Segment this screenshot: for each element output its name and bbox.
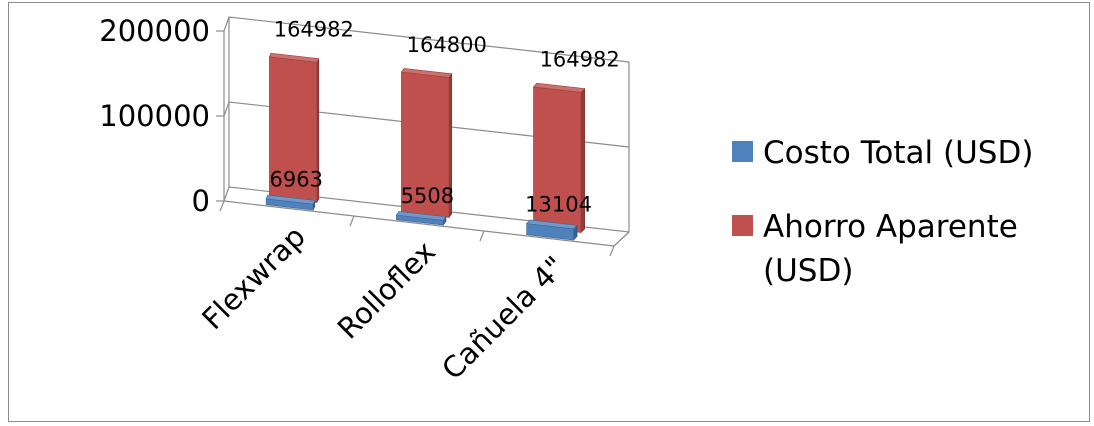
category-label-2: Cañuela 4" [435, 249, 572, 386]
floor-right-edge [613, 231, 630, 247]
x-tick-mark [479, 230, 485, 242]
y-tick-label: 100000 [99, 99, 210, 133]
legend-swatch-ahorro-aparente [732, 215, 753, 236]
data-label-costo-total-1: 5508 [401, 184, 454, 208]
y-tick-label: 200000 [99, 14, 210, 48]
legend-label-costo-total: Costo Total (USD) [763, 135, 1034, 171]
y-tick-label: 0 [192, 184, 210, 218]
data-label-costo-total-0: 6963 [270, 168, 323, 192]
gridline [223, 16, 630, 63]
category-label-0: Flexwrap [195, 219, 312, 336]
legend-swatch-costo-total [732, 141, 753, 162]
legend-label-ahorro-aparente: Ahorro Aparente (USD) [763, 209, 1018, 289]
legend-item-ahorro-aparente: Ahorro Aparente (USD) [732, 205, 1062, 293]
gridlines [223, 16, 630, 148]
bar-costo-total-2 [525, 219, 578, 241]
x-tick-mark [349, 215, 355, 227]
floor-left-edge [223, 186, 230, 202]
bar-costo-total-1 [395, 211, 447, 226]
gridline [223, 101, 630, 148]
x-axis-line [223, 200, 615, 247]
bar-costo-total-0 [265, 194, 316, 211]
legend-item-costo-total: Costo Total (USD) [732, 131, 1062, 175]
bars [265, 52, 586, 241]
data-label-costo-total-2: 13104 [525, 192, 592, 216]
x-tick-mark [609, 245, 615, 257]
data-label-ahorro-aparente-2: 164982 [540, 48, 620, 72]
data-label-ahorro-aparente-1: 164800 [407, 33, 487, 57]
y-axis-ticks: 0 100000 200000 [99, 14, 615, 257]
legend: Costo Total (USD) Ahorro Aparente (USD) [732, 131, 1062, 323]
chart-area: 0 100000 200000 164982 164800 164982 6963 5508… [8, 2, 1090, 422]
category-label-1: Rolloflex [331, 234, 442, 345]
data-labels: 164982 164800 164982 6963 5508 13104 [270, 18, 620, 217]
chart-plot: 0 100000 200000 164982 164800 164982 6963 5508… [99, 14, 630, 386]
data-label-ahorro-aparente-0: 164982 [274, 18, 354, 42]
x-tick-mark [219, 200, 225, 212]
